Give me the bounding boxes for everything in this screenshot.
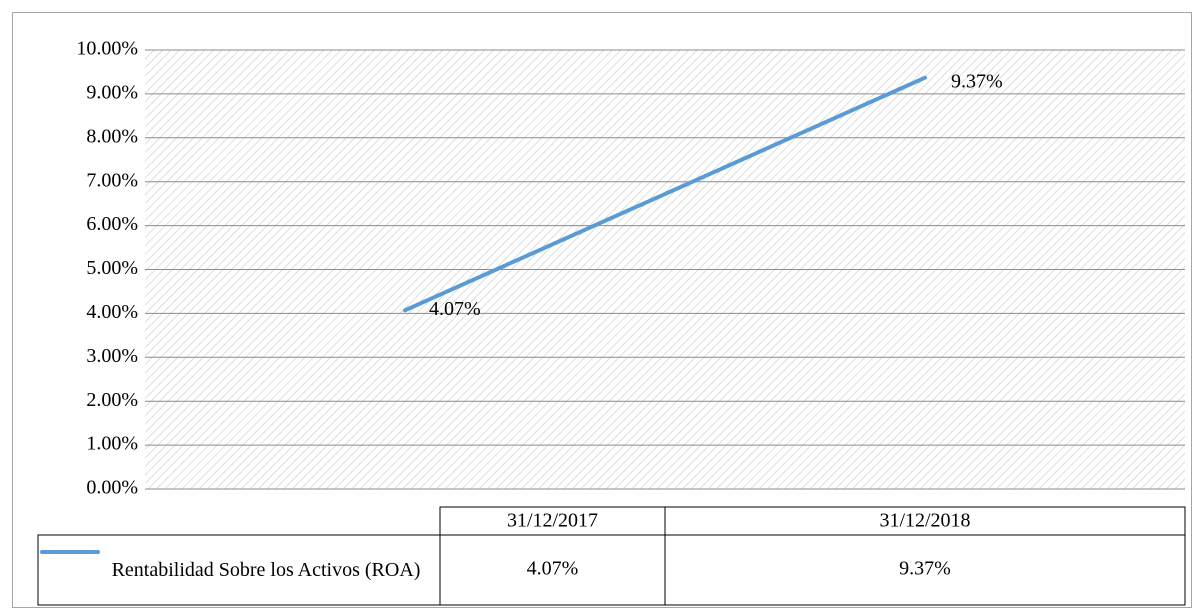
y-tick-label: 6.00%: [86, 213, 138, 235]
x-tick-label: 31/12/2017: [507, 510, 598, 532]
y-tick-label: 1.00%: [86, 433, 138, 455]
table-row-border: [37, 534, 1186, 606]
table-value: 9.37%: [899, 558, 951, 580]
y-tick-label: 9.00%: [86, 81, 138, 103]
y-tick-label: 7.00%: [86, 169, 138, 191]
y-tick-label: 2.00%: [86, 389, 138, 411]
y-tick-label: 3.00%: [86, 345, 138, 367]
y-tick-label: 0.00%: [86, 477, 138, 499]
y-tick-label: 5.00%: [86, 257, 138, 279]
y-tick-label: 4.00%: [86, 301, 138, 323]
y-tick-label: 8.00%: [86, 125, 138, 147]
legend-label: Rentabilidad Sobre los Activos (ROA): [111, 558, 421, 581]
data-label: 4.07%: [429, 298, 481, 320]
data-line: [403, 75, 927, 313]
data-label: 9.37%: [951, 70, 1003, 92]
table-value: 4.07%: [527, 558, 579, 580]
y-tick-label: 10.00%: [76, 38, 138, 60]
legend-label-box: Rentabilidad Sobre los Activos (ROA): [111, 558, 421, 581]
x-tick-label: 31/12/2018: [879, 510, 970, 532]
